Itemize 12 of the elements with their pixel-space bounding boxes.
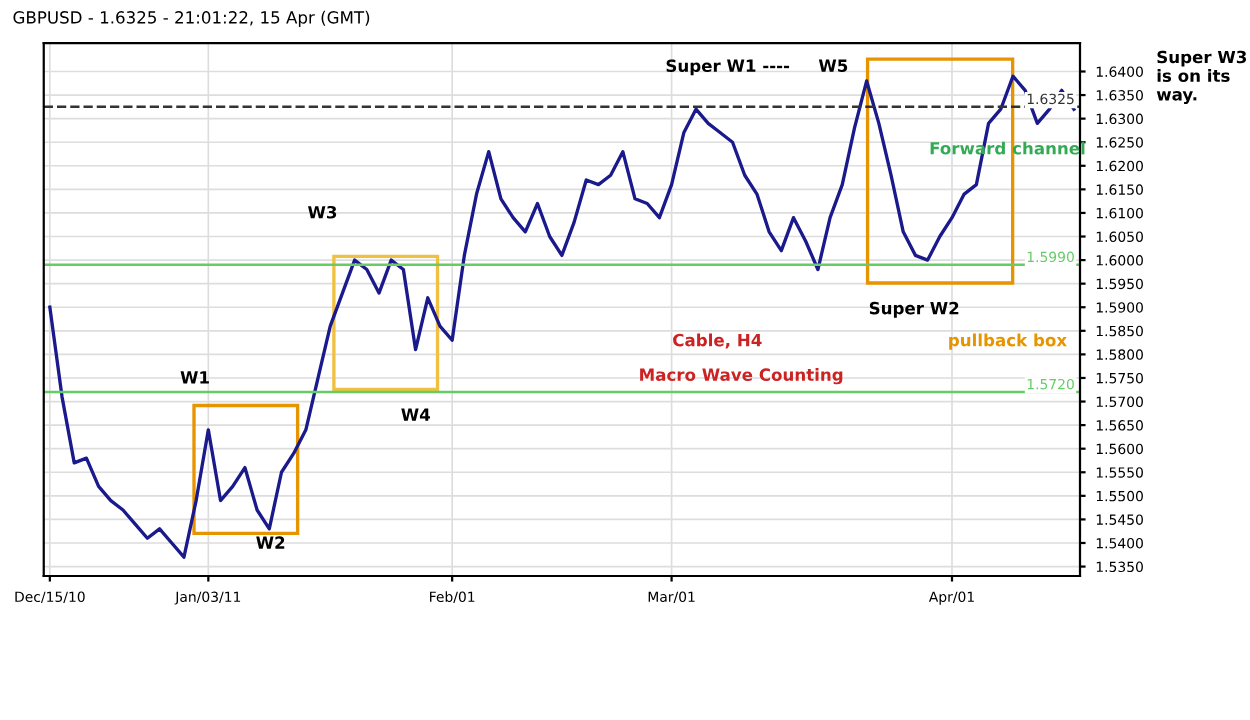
annotation: W4 xyxy=(401,408,430,421)
annotation: W1 xyxy=(180,371,209,384)
annotation: W5 xyxy=(818,59,848,73)
annotation: W3 xyxy=(308,205,337,219)
text: Super W3 is on its way. xyxy=(1156,50,1247,104)
annotation: pullback box xyxy=(949,333,1067,350)
annotation: W2 xyxy=(256,536,285,549)
annotation: Super W1 ---- xyxy=(666,59,790,76)
annotation: Cable, H4 xyxy=(673,333,762,349)
annotation: Super W2 xyxy=(869,301,959,318)
chart-title: GBPUSD - 1.6325 - 21:01:22, 15 Apr (GMT) xyxy=(13,10,370,27)
annotation: Macro Wave Counting xyxy=(640,368,843,385)
